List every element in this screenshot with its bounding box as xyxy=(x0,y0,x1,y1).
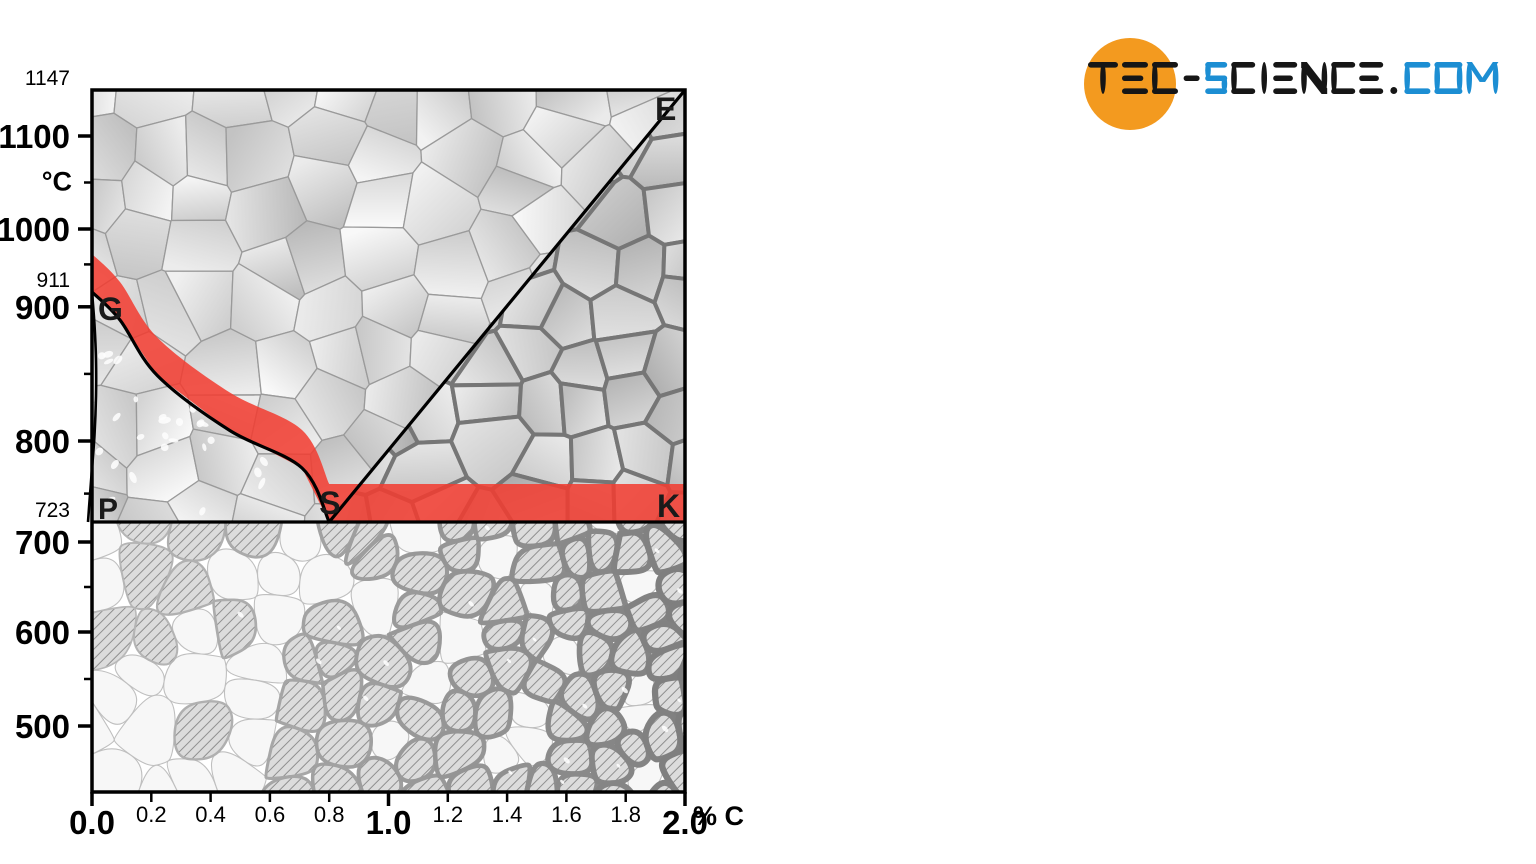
svg-text:S: S xyxy=(319,485,340,521)
svg-text:0.0: 0.0 xyxy=(69,804,115,841)
svg-text:1.4: 1.4 xyxy=(492,802,523,827)
svg-text:0.8: 0.8 xyxy=(314,802,345,827)
svg-text:1.2: 1.2 xyxy=(433,802,464,827)
svg-text:911: 911 xyxy=(37,269,70,292)
svg-text:1.0: 1.0 xyxy=(366,804,412,841)
svg-text:900: 900 xyxy=(15,289,70,326)
svg-text:1.8: 1.8 xyxy=(610,802,641,827)
svg-text:K: K xyxy=(657,488,680,524)
svg-text:700: 700 xyxy=(15,524,70,561)
svg-text:% C: % C xyxy=(693,801,744,831)
svg-text:500: 500 xyxy=(15,708,70,745)
svg-text:0.2: 0.2 xyxy=(136,802,167,827)
svg-text:E: E xyxy=(655,91,676,127)
svg-text:0.4: 0.4 xyxy=(195,802,226,827)
svg-text:1100: 1100 xyxy=(0,118,70,155)
svg-text:0.6: 0.6 xyxy=(255,802,286,827)
svg-text:1000: 1000 xyxy=(0,211,70,248)
svg-text:P: P xyxy=(98,493,118,526)
svg-text:°C: °C xyxy=(42,167,72,197)
svg-text:G: G xyxy=(98,291,123,327)
svg-text:1147: 1147 xyxy=(25,67,70,90)
svg-text:723: 723 xyxy=(35,499,70,522)
svg-text:600: 600 xyxy=(15,614,70,651)
svg-text:1.6: 1.6 xyxy=(551,802,582,827)
svg-text:800: 800 xyxy=(15,423,70,460)
